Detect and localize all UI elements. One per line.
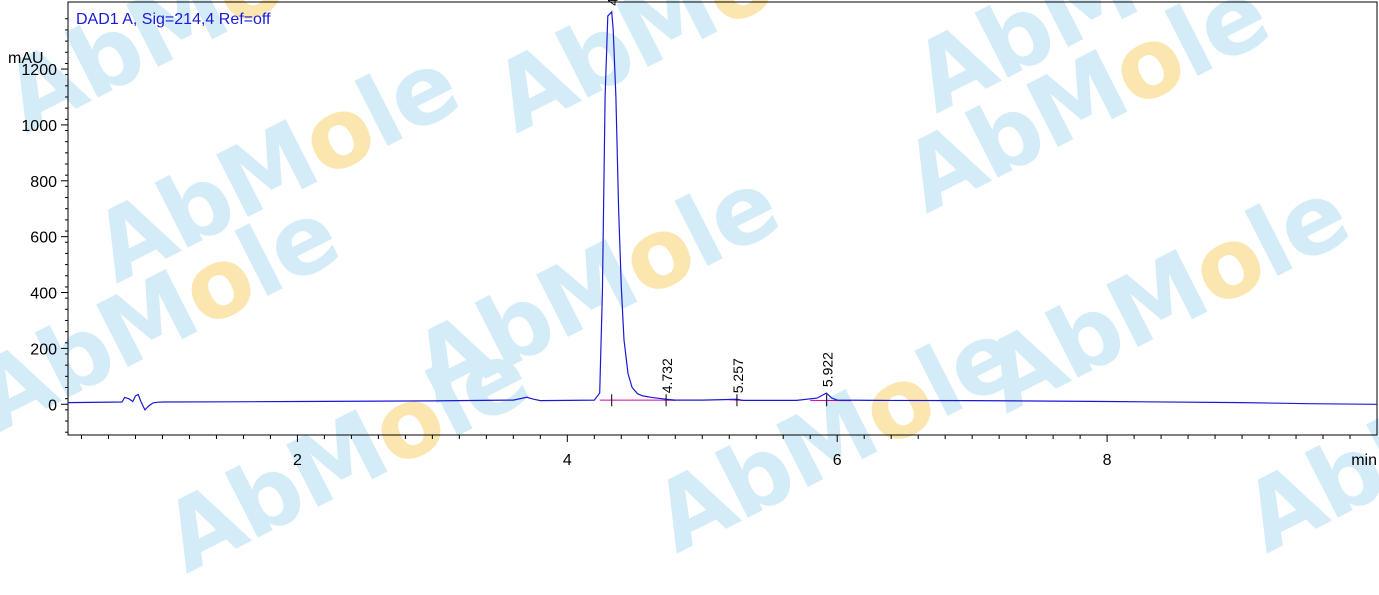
y-tick-label: 800: [30, 174, 57, 191]
x-tick-label: 4: [563, 452, 572, 468]
y-tick-label: 400: [30, 286, 57, 303]
signal-title: DAD1 A, Sig=214,4 Ref=off: [76, 11, 271, 29]
peak-markers: 4.329 4.732 5.257 5.922: [605, 0, 836, 406]
x-tick-label: 8: [1103, 452, 1112, 468]
y-tick-label: 600: [30, 230, 57, 247]
y-tick-label: 200: [30, 341, 57, 358]
peak-label: 4.329: [605, 0, 621, 6]
y-axis-label: mAU: [8, 50, 44, 67]
peak-label: 5.922: [820, 352, 836, 387]
x-axis-label: min: [1351, 452, 1377, 468]
x-tick-label: 2: [293, 452, 302, 468]
x-ticks: 2 4 6 8: [81, 435, 1350, 468]
y-tick-label: 0: [48, 397, 57, 414]
plot-frame: [68, 2, 1377, 435]
peak-label: 4.732: [659, 358, 675, 393]
peak-label: 5.257: [730, 358, 746, 393]
axes-group: [68, 2, 1377, 435]
y-tick-label: 1000: [21, 118, 57, 135]
x-tick-label: 6: [833, 452, 842, 468]
signal-trace: [68, 12, 1377, 410]
